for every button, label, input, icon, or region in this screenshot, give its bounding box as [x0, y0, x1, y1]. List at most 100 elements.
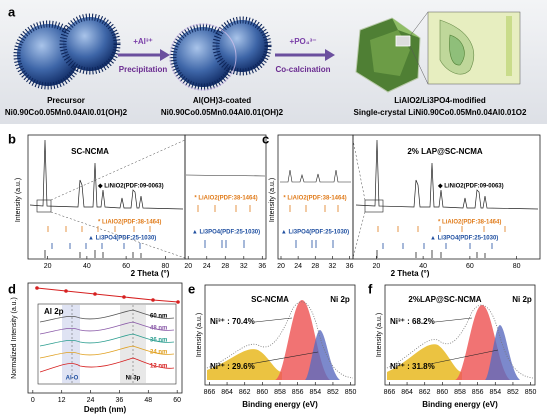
x-tick-label: 40	[419, 263, 427, 270]
material-name: Precursor	[47, 96, 85, 105]
y-axis-label: Intensity (a.u.)	[15, 178, 22, 222]
sample-title: SC-NCMA	[251, 295, 289, 304]
ni3-label: Ni³⁺ : 68.2%	[390, 317, 435, 326]
x-tick-label: 0	[31, 397, 35, 404]
panel-b: b SC-NCMA Intensity (a.u.) 2 Theta (°) ◆…	[8, 131, 267, 278]
process: Co-calcination	[275, 65, 330, 74]
x-tick-label: 864	[221, 389, 233, 396]
ni2-peak	[485, 325, 520, 380]
x-tick-label: 866	[204, 389, 216, 396]
legend-entry: ◆ LiNiO2(PDF:09-0063)	[437, 183, 504, 190]
x-tick-label: 862	[419, 389, 431, 396]
xrd-pattern	[29, 139, 184, 210]
x-tick-label: 40	[83, 263, 91, 270]
x-tick-label: 36	[346, 263, 354, 270]
y-axis-label: Intensity (a.u.)	[269, 178, 276, 222]
reference-sticks	[295, 240, 334, 248]
x-tick-label: 20	[277, 263, 285, 270]
panel-d: d Normalized Intensity (a.u.) Depth (nm)…	[8, 281, 183, 414]
x-tick-label: 60	[466, 263, 474, 270]
panel-label: e	[188, 281, 195, 296]
x-tick-label: 12	[58, 397, 66, 404]
legend-entry: ▲ Li3PO4(PDF:25-1030)	[281, 230, 349, 236]
material-name: Al(OH)3-coated	[193, 96, 251, 105]
spectrum	[206, 301, 354, 379]
y-axis-label: Normalized Intensity (a.u.)	[11, 297, 18, 379]
x-tick-label: 36	[116, 397, 124, 404]
plot-frame	[27, 282, 183, 394]
x-tick-label: 48	[144, 397, 152, 404]
peak-label: Ni 3p	[126, 376, 141, 382]
reagent: +Al³⁺	[133, 37, 153, 46]
reference-sticks	[204, 240, 245, 248]
x-tick-label: 24	[87, 397, 95, 404]
x-axis-label: Binding energy (eV)	[422, 400, 498, 409]
x-tick-label: 858	[454, 389, 466, 396]
ni2-peak	[305, 330, 340, 380]
core-level: Ni 2p	[512, 295, 532, 304]
x-tick-label: 850	[345, 389, 357, 396]
panel-label: b	[8, 131, 16, 146]
inset-band	[62, 305, 80, 383]
x-axis-label: Binding energy (eV)	[242, 400, 318, 409]
trend-points	[35, 286, 180, 304]
precursor-spheres	[13, 13, 121, 90]
inset-band	[120, 305, 146, 383]
sample-title: SC-NCMA	[71, 147, 109, 156]
depth-label: 24 nm	[150, 350, 167, 356]
panel-e: e Intensity (a.u.) SC-NCMA Ni 2p Ni³⁺ : …	[188, 281, 356, 409]
x-tick-label: 850	[525, 389, 537, 396]
single-crystal	[355, 11, 429, 93]
y-axis-label: Intensity (a.u.)	[376, 313, 383, 357]
bond-label: Al-O	[66, 376, 79, 382]
panel-label: d	[8, 281, 16, 296]
x-tick-label: 852	[507, 389, 519, 396]
reference-sticks	[44, 250, 142, 258]
reference-sticks	[47, 226, 151, 232]
reference-sticks	[51, 243, 141, 249]
inset-map	[427, 11, 521, 85]
legend-entry: ◆ LiNiO2(PDF:09-0063)	[97, 183, 164, 190]
legend-entry: * LiAlO2(PDF:38-1464)	[98, 220, 161, 226]
depth-label: 36 nm	[150, 338, 167, 344]
x-tick-label: 32	[329, 263, 337, 270]
x-tick-label: 862	[239, 389, 251, 396]
arrow	[275, 49, 335, 61]
zoom-box	[36, 199, 52, 213]
x-tick-label: 20	[184, 263, 192, 270]
plot-frame	[352, 134, 541, 260]
x-tick-label: 28	[311, 263, 319, 270]
reference-sticks	[382, 243, 493, 249]
material-formula: Single-crystal LiNi0.90Co0.05Mn0.04Al0.0…	[354, 108, 528, 117]
depth-label: 48 nm	[150, 326, 167, 332]
x-tick-label: 80	[161, 263, 169, 270]
x-tick-label: 854	[309, 389, 321, 396]
legend-entry: ▲ Li3PO4(PDF:25-1030)	[430, 236, 498, 242]
satellite-peak	[387, 344, 462, 380]
satellite-peak	[207, 349, 282, 380]
panel-label: f	[368, 281, 373, 296]
reference-sticks	[289, 205, 339, 212]
ni3-label: Ni³⁺ : 70.4%	[210, 317, 255, 326]
legend-entry: * LiAlO2(PDF:38-1464)	[194, 196, 257, 202]
x-tick-label: 860	[437, 389, 449, 396]
x-tick-label: 36	[258, 263, 266, 270]
legend-entry: ▲ Li3PO4(PDF:25-1030)	[192, 230, 260, 236]
xrd-pattern	[355, 139, 539, 210]
x-tick-label: 60	[122, 263, 130, 270]
panel-c: c 2% LAP@SC-NCMA Intensity (a.u.) 2 Thet…	[262, 131, 541, 278]
sample-title: 2% LAP@SC-NCMA	[407, 147, 483, 156]
x-tick-label: 860	[257, 389, 269, 396]
coated-spheres	[169, 16, 272, 91]
x-axis-label: 2 Theta (°)	[131, 269, 170, 278]
panel-f: f Intensity (a.u.) 2%LAP@SC-NCMA Ni 2p N…	[368, 281, 536, 409]
x-axis-label: Depth (nm)	[84, 405, 127, 414]
material-name: LiAlO2/Li3PO4-modified	[394, 96, 486, 105]
legend-entry: * LiAlO2(PDF:38-1464)	[283, 196, 346, 202]
reference-sticks	[197, 205, 251, 212]
depth-label: 60 nm	[150, 314, 167, 320]
reagent: +PO₄³⁻	[290, 37, 317, 46]
xrd-zoom	[185, 174, 266, 177]
xrd-zoom	[280, 169, 351, 183]
